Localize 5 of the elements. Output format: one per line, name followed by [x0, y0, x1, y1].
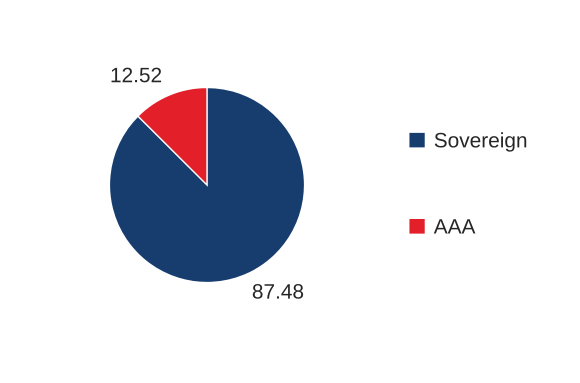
pie-slice [108, 86, 306, 284]
legend-label: Sovereign [434, 132, 526, 152]
data-label: 12.52 [112, 68, 162, 82]
legend-label: AAA [434, 219, 476, 234]
data-label: 87.48 [252, 284, 304, 299]
